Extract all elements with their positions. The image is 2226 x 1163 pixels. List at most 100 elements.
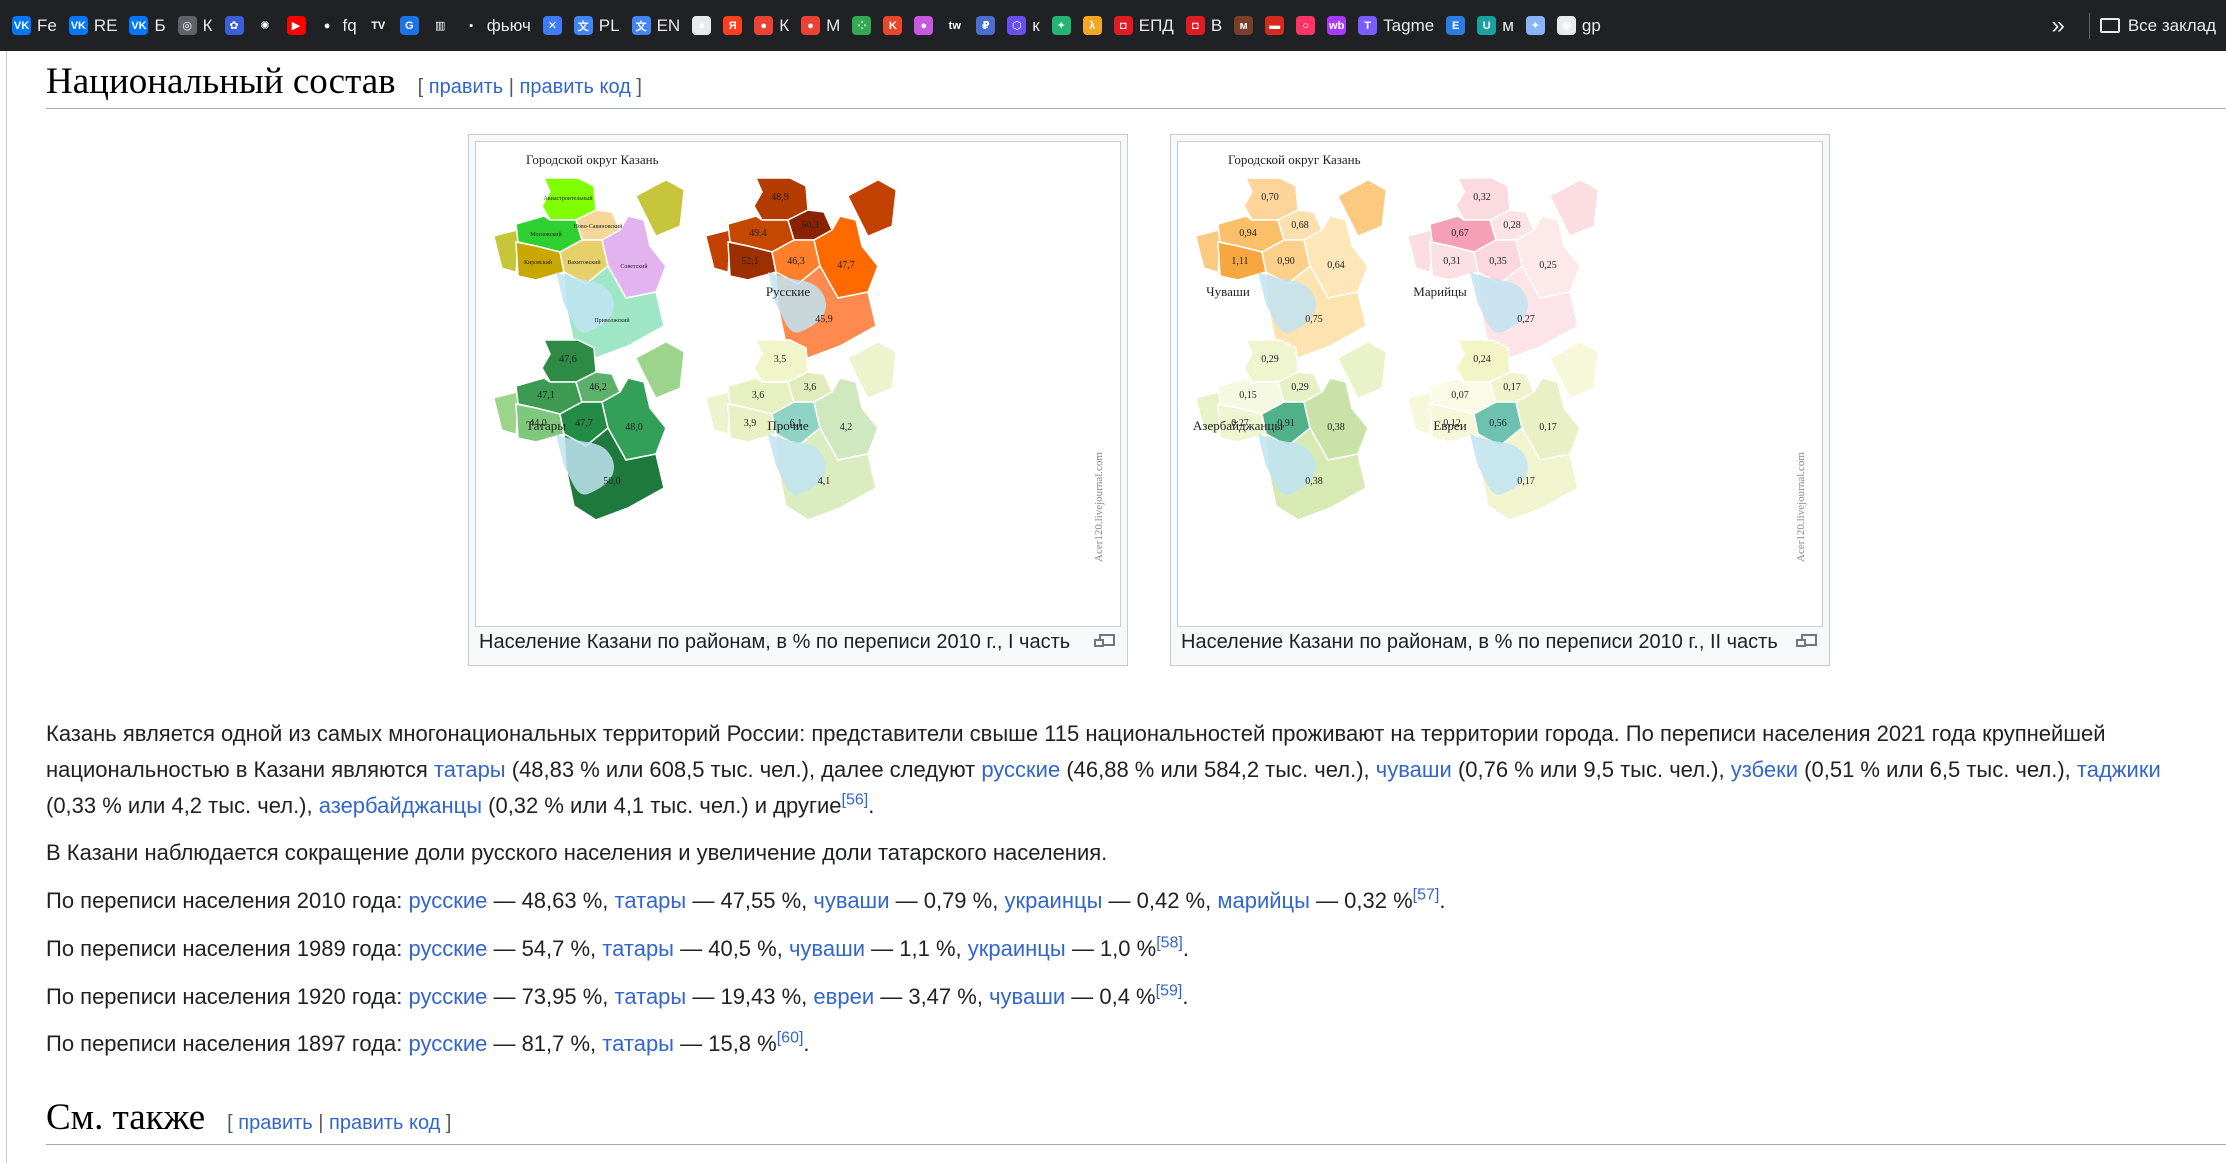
link-tatars[interactable]: татары: [602, 936, 674, 961]
bookmark-item[interactable]: ◉ gp: [1551, 9, 1607, 43]
bookmark-item[interactable]: T Tagme: [1352, 9, 1440, 43]
bookmark-label: Fe: [37, 15, 57, 35]
bookmark-label: Tagme: [1383, 15, 1435, 35]
link-russians[interactable]: русские: [408, 936, 488, 961]
figure-image-part1[interactable]: Городской округ Казань Авиастроительный Мо…: [475, 141, 1121, 627]
bookmark-item[interactable]: VK RE: [63, 9, 124, 43]
bookmark-item[interactable]: tw: [939, 9, 970, 43]
district-name: Вахитовский: [567, 259, 601, 266]
bookmark-item[interactable]: ●: [686, 9, 717, 43]
river-shape: [1258, 272, 1316, 333]
link-chuvash[interactable]: чуваши: [813, 888, 890, 913]
link-jews[interactable]: евреи: [813, 984, 875, 1009]
district-value: 47,1: [537, 390, 555, 401]
district-value: 0,15: [1239, 390, 1257, 401]
bookmark-item[interactable]: ● К: [748, 9, 795, 43]
enlarge-icon[interactable]: [1094, 634, 1115, 647]
bookmark-item[interactable]: 文 PL: [568, 9, 626, 43]
bookmark-item[interactable]: ⁘: [846, 9, 877, 43]
bookmark-item[interactable]: wb: [1321, 9, 1352, 43]
bookmark-item[interactable]: ● fq: [312, 9, 363, 43]
link-uzbeks[interactable]: узбеки: [1730, 757, 1799, 782]
figure-image-part2[interactable]: Городской округ Казань 0,70 0,94 0,68 1,11 0,…: [1177, 141, 1823, 627]
bookmark-item[interactable]: м: [1228, 9, 1259, 43]
bookmark-item[interactable]: λ: [1077, 9, 1108, 43]
bookmark-item[interactable]: G: [394, 9, 425, 43]
bookmark-label: RE: [93, 15, 118, 35]
footnote-ref[interactable]: [57]: [1412, 886, 1440, 904]
bookmark-item[interactable]: ▪ фьюч: [456, 9, 537, 43]
district-value: 0,67: [1451, 228, 1469, 239]
link-ukrainians[interactable]: украинцы: [1004, 888, 1103, 913]
link-azerbaijanis[interactable]: азербайджанцы: [318, 793, 483, 818]
bookmark-item[interactable]: ✺: [250, 9, 281, 43]
link-tajiks[interactable]: таджики: [2076, 757, 2161, 782]
bookmark-item[interactable]: K: [877, 9, 908, 43]
bookmark-item[interactable]: ₽: [970, 9, 1001, 43]
link-chuvash[interactable]: чуваши: [1375, 757, 1452, 782]
enlarge-icon[interactable]: [1796, 634, 1817, 647]
brand-icon: ▪: [461, 16, 481, 35]
bookmark-item[interactable]: ◘ В: [1180, 9, 1228, 43]
link-chuvash[interactable]: чуваши: [989, 984, 1066, 1009]
link-tatars[interactable]: татары: [614, 984, 687, 1009]
more-bookmarks-button[interactable]: »: [2051, 11, 2065, 39]
link-ukrainians[interactable]: украинцы: [967, 936, 1066, 961]
bookmark-item[interactable]: ✿: [219, 9, 250, 43]
district-name: Кировский: [524, 259, 553, 266]
bookmark-item[interactable]: ▬: [1259, 9, 1290, 43]
footnote-ref[interactable]: [56]: [841, 791, 869, 809]
lambda-icon: λ: [1082, 16, 1102, 35]
bookmark-item[interactable]: VK Б: [123, 9, 171, 43]
heading-underline: [46, 108, 2226, 109]
link-russians[interactable]: русские: [408, 888, 488, 913]
river-shape: [1258, 434, 1316, 495]
bookmark-item[interactable]: ◎ К: [172, 9, 219, 43]
district-value: 0,17: [1503, 382, 1521, 393]
footnote-ref[interactable]: [59]: [1155, 982, 1183, 1000]
footnote-ref[interactable]: [58]: [1156, 934, 1183, 952]
panel-others: 3,5 3,6 3,6 3,9 6,1 4,2 4,1 Прочие: [705, 339, 897, 521]
district-value: 45,9: [815, 314, 833, 325]
bookmark-item[interactable]: ● М: [795, 9, 846, 43]
panel-label: Марийцы: [1413, 284, 1467, 299]
yandex-icon: Я: [723, 16, 743, 35]
bookmark-item[interactable]: ▶: [281, 9, 312, 43]
district-value: 6,1: [790, 418, 803, 429]
outer-area: [847, 341, 897, 399]
bookmark-item[interactable]: ●: [908, 9, 939, 43]
district-value: 47,7: [575, 418, 593, 429]
link-russians[interactable]: русские: [408, 984, 488, 1009]
bookmark-item[interactable]: 文 EN: [626, 9, 687, 43]
bookmark-item[interactable]: ◘ ЕПД: [1108, 9, 1180, 43]
link-tatars[interactable]: татары: [433, 757, 506, 782]
bookmark-item[interactable]: VK Fe: [6, 9, 63, 43]
bookmark-item[interactable]: ✦: [1520, 9, 1551, 43]
district-name: Советский: [620, 263, 648, 270]
edit-link[interactable]: править: [238, 1112, 313, 1134]
link-mari[interactable]: марийцы: [1217, 888, 1310, 913]
bookmark-item[interactable]: TV: [363, 9, 394, 43]
bookmark-item[interactable]: ✦: [1046, 9, 1077, 43]
bookmark-item[interactable]: Я: [717, 9, 748, 43]
star-icon: ✦: [1525, 16, 1545, 35]
link-chuvash[interactable]: чуваши: [788, 936, 866, 961]
link-russians[interactable]: русские: [981, 757, 1061, 782]
link-tatars[interactable]: татары: [602, 1031, 674, 1056]
district-value: 0,24: [1473, 354, 1491, 365]
edit-link[interactable]: править: [428, 76, 504, 98]
link-tatars[interactable]: татары: [614, 888, 687, 913]
link-russians[interactable]: русские: [408, 1031, 488, 1056]
bookmark-item[interactable]: ▥: [425, 9, 456, 43]
all-bookmarks-button[interactable]: Все заклад: [2099, 16, 2226, 36]
bookmark-item[interactable]: ✕: [537, 9, 568, 43]
edit-source-link[interactable]: править код: [519, 76, 631, 98]
bookmark-item[interactable]: E: [1440, 9, 1471, 43]
bookmark-item[interactable]: ⬡ к: [1001, 9, 1045, 43]
footnote-ref[interactable]: [60]: [776, 1029, 804, 1047]
pin-icon: ●: [801, 16, 821, 35]
edit-source-link[interactable]: править код: [329, 1112, 441, 1134]
bookmark-item[interactable]: ○: [1290, 9, 1321, 43]
bookmark-label: fq: [342, 15, 357, 35]
